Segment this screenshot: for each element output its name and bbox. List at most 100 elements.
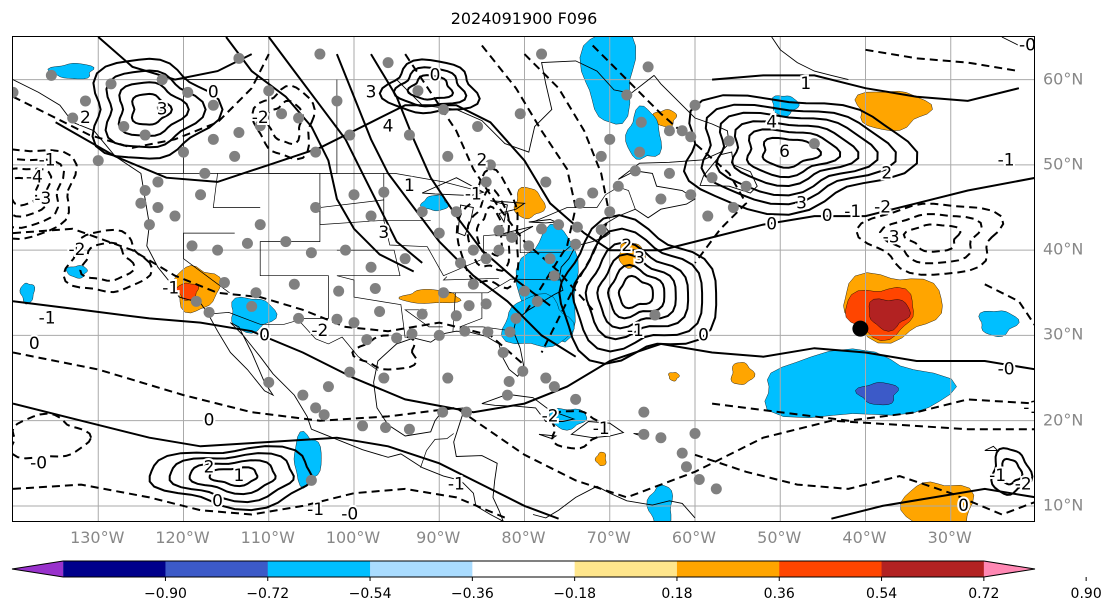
colorbar-tick-label: −0.36 (450, 586, 494, 602)
contour-label: 4 (383, 117, 394, 137)
station-marker (203, 306, 215, 318)
contour-line (715, 111, 879, 197)
iceland-coast (1001, 37, 1034, 49)
station-marker (727, 202, 739, 214)
contour-label: 1 (233, 466, 244, 486)
contour-label: -1 (39, 151, 56, 171)
shaded-anomaly-blob (19, 282, 36, 305)
station-marker (548, 381, 560, 393)
station-marker (305, 474, 317, 486)
station-marker (480, 253, 492, 265)
longitude-label: 60°W (671, 528, 717, 547)
longitude-label: 50°W (757, 528, 802, 547)
station-marker (463, 300, 475, 312)
station-marker (156, 101, 168, 113)
contour-line (251, 84, 316, 161)
station-marker (571, 221, 583, 233)
station-marker (190, 295, 202, 307)
station-marker (433, 329, 445, 341)
shaded-anomaly-blob (579, 37, 636, 125)
station-marker (517, 365, 529, 377)
station-marker (553, 219, 565, 231)
station-marker (442, 372, 454, 384)
contour-label: -1 (1023, 398, 1035, 418)
colorbar-extend-low (12, 561, 64, 577)
station-marker (263, 85, 275, 97)
station-marker (246, 300, 258, 312)
contour-label: -1 (39, 308, 56, 328)
contour-line (606, 263, 666, 320)
station-marker (723, 135, 735, 147)
contour-label: 0 (958, 496, 969, 516)
colorbar-segment (472, 561, 576, 577)
contour-label: -2 (311, 321, 328, 341)
lake-ontario (528, 219, 557, 224)
station-marker (333, 285, 345, 297)
highlight-marker (852, 320, 869, 337)
contour-label: -1 (448, 475, 465, 495)
station-marker (195, 189, 207, 201)
state-borders (404, 309, 443, 328)
colorbar-extend-high (983, 561, 1035, 577)
colorbar-segment (779, 561, 883, 577)
newfoundland-coast (699, 151, 758, 194)
shaded-anomaly-blob (730, 362, 756, 385)
station-marker (365, 261, 377, 273)
station-marker (480, 176, 492, 188)
station-marker (504, 326, 516, 338)
station-marker (635, 116, 647, 128)
station-marker (207, 133, 219, 145)
colorbar (11, 560, 1087, 581)
station-marker (514, 108, 526, 120)
station-marker (706, 172, 718, 184)
contour-line (351, 334, 418, 371)
station-marker (604, 133, 616, 145)
contour-line (902, 223, 962, 253)
contour-line (998, 457, 1024, 486)
contour-label: -1 (593, 419, 610, 439)
plot-title: 2024091900 F096 (450, 9, 598, 28)
station-marker (331, 95, 343, 107)
station-marker (663, 167, 675, 179)
station-marker (570, 393, 582, 405)
station-marker (293, 112, 305, 124)
colorbar-segment (370, 561, 473, 577)
station-marker (310, 146, 322, 158)
longitude-label: 100°W (325, 528, 381, 547)
shaded-anomaly-blob (594, 451, 607, 466)
station-marker (702, 210, 714, 222)
station-marker (663, 125, 675, 137)
station-marker (331, 313, 343, 325)
station-marker (92, 155, 104, 167)
station-marker (710, 483, 722, 495)
station-marker (344, 366, 356, 378)
contour-label: 0 (822, 206, 833, 226)
colorbar-segment (676, 561, 780, 577)
shaded-anomaly-blob (501, 293, 575, 348)
contour-line (404, 53, 594, 311)
colorbar-tick-label: 0.90 (1070, 586, 1102, 602)
station-marker (241, 237, 253, 249)
contour-label: 0 (212, 492, 223, 512)
colorbar-outline (11, 560, 1036, 578)
colorbar-tick-label: 0.72 (968, 586, 1000, 602)
contour-line (13, 53, 270, 149)
station-marker (482, 326, 494, 338)
station-marker (467, 244, 479, 256)
station-markers-layer (13, 48, 869, 495)
station-marker (510, 312, 522, 324)
station-marker (344, 129, 356, 141)
station-marker (503, 375, 515, 387)
contour-line (13, 148, 78, 241)
contour-label: 2 (476, 151, 487, 171)
contour-line (13, 157, 66, 229)
contour-line (475, 205, 503, 257)
contour-label: -0 (998, 360, 1015, 380)
station-marker (416, 308, 428, 320)
latitude-label: 60°N (1043, 69, 1084, 89)
station-marker (604, 206, 616, 218)
colorbar-tick-label: −0.90 (143, 586, 187, 602)
state-borders (442, 276, 499, 281)
contour-line (335, 53, 577, 358)
